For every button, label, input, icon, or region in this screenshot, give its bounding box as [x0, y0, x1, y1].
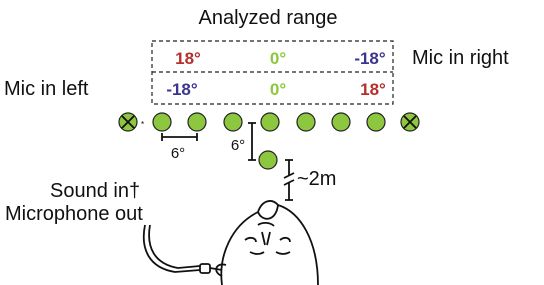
spacing-label: 6°	[171, 145, 185, 162]
head	[144, 201, 318, 285]
angle-label: 0°	[270, 49, 286, 68]
marker: *	[141, 120, 144, 129]
spacing-label: 6°	[231, 137, 245, 154]
angle-label: 18°	[175, 49, 201, 68]
diagram: Analyzed range 18° 0° -18° Mic in right …	[0, 0, 544, 285]
spacing-bar	[248, 123, 256, 160]
speaker	[153, 113, 171, 131]
speaker	[332, 113, 350, 131]
distance-bar	[284, 160, 294, 200]
speaker	[367, 113, 385, 131]
speaker	[188, 113, 206, 131]
spacing-bar	[162, 133, 197, 141]
angle-label: 0°	[270, 80, 286, 99]
distance-label: ~2m	[297, 168, 336, 190]
speaker-row	[119, 113, 419, 169]
row-label: Mic in left	[4, 78, 89, 100]
title: Analyzed range	[199, 7, 338, 29]
angle-label: 18°	[360, 80, 386, 99]
speaker	[261, 113, 279, 131]
io-label: Microphone out	[5, 203, 143, 225]
speaker	[259, 151, 277, 169]
angle-label: -18°	[166, 80, 198, 99]
angle-label: -18°	[354, 49, 386, 68]
row-label: Mic in right	[412, 47, 509, 69]
io-label: Sound in†	[50, 180, 140, 202]
speaker	[297, 113, 315, 131]
speaker	[224, 113, 242, 131]
